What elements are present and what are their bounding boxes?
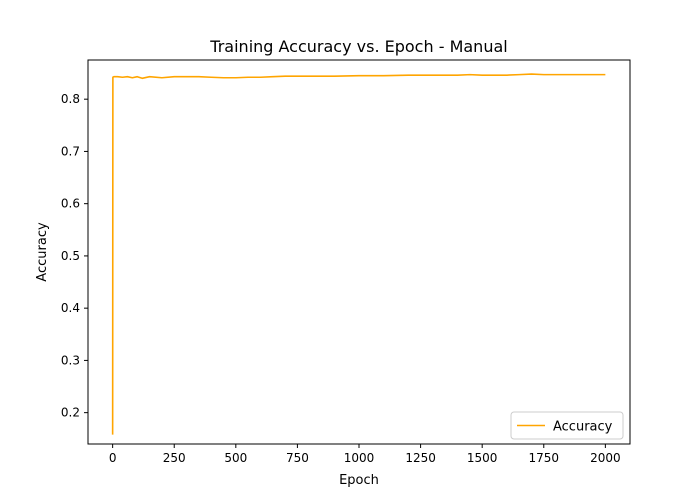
x-tick-label: 500 (224, 451, 247, 465)
y-tick-label: 0.4 (61, 301, 80, 315)
plot-frame (87, 59, 631, 445)
y-tick-label: 0.3 (61, 353, 80, 367)
y-tick-label: 0.6 (61, 197, 80, 211)
x-axis-ticks: 0 250 500 750 1000 1250 1500 1750 2000 (109, 444, 621, 465)
accuracy-series-line (111, 73, 606, 435)
x-tick-label: 750 (286, 451, 309, 465)
x-tick-label: 0 (109, 451, 117, 465)
y-axis-ticks: 0.2 0.3 0.4 0.5 0.6 0.7 0.8 (61, 92, 88, 420)
y-tick-label: 0.8 (61, 92, 80, 106)
x-tick-label: 1750 (528, 451, 559, 465)
y-axis-label: Accuracy (35, 222, 50, 282)
y-tick-label: 0.2 (61, 406, 80, 420)
series-layer (111, 73, 606, 435)
y-tick-label: 0.5 (61, 249, 80, 263)
legend-label: Accuracy (553, 420, 613, 435)
chart-title: Training Accuracy vs. Epoch - Manual (209, 37, 507, 56)
x-axis-label: Epoch (339, 473, 379, 488)
x-tick-label: 1500 (467, 451, 498, 465)
x-tick-label: 1000 (344, 451, 375, 465)
x-tick-label: 2000 (590, 451, 621, 465)
x-tick-label: 1250 (405, 451, 436, 465)
y-tick-label: 0.7 (61, 144, 80, 158)
x-tick-label: 250 (163, 451, 186, 465)
legend-box (510, 411, 624, 440)
legend: Accuracy (510, 411, 624, 440)
